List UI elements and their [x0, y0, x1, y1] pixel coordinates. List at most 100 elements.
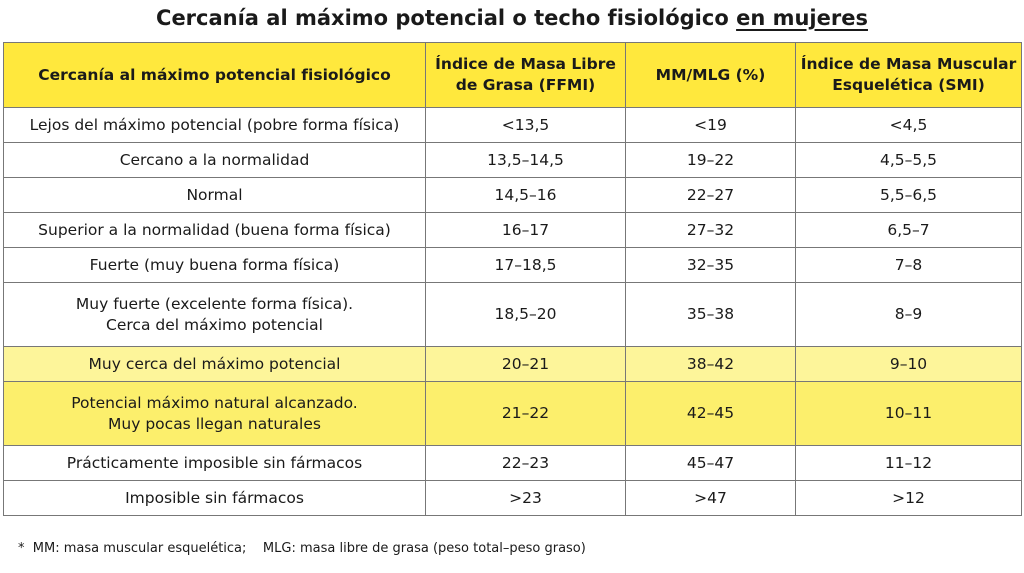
- cell-line: 21–22: [501, 404, 550, 422]
- table-row: Muy fuerte (excelente forma física). Cerc…: [3, 282, 1022, 347]
- cell-line: 17–18,5: [494, 255, 557, 274]
- table-cell: <13,5: [425, 107, 626, 143]
- cell-line: Cercanía al máximo potencial fisiológico: [38, 65, 391, 84]
- cell-line: >47: [694, 488, 727, 507]
- cell-line: <4,5: [889, 115, 928, 134]
- cell-line: 10–11: [884, 404, 933, 422]
- cell-line: 18,5–20: [494, 305, 557, 323]
- table-cell: Potencial máximo natural alcanzado. Muy p…: [3, 381, 426, 446]
- table-cell: 20–21: [425, 346, 626, 382]
- cell-line: 4,5–5,5: [879, 150, 938, 169]
- cell-line: Lejos del máximo potencial (pobre forma …: [29, 115, 400, 134]
- cell-line: Cerca del máximo potencial: [106, 315, 323, 334]
- table-cell: Muy cerca del máximo potencial: [3, 346, 426, 382]
- cell-line: >12: [892, 488, 925, 507]
- table-cell: 4,5–5,5: [795, 142, 1022, 178]
- table-cell: 7–8: [795, 247, 1022, 283]
- table-cell: Normal: [3, 177, 426, 213]
- cell-line: Superior a la normalidad (buena forma fí…: [38, 220, 391, 239]
- cell-line: Muy pocas llegan naturales: [108, 414, 321, 433]
- table-cell: 38–42: [625, 346, 796, 382]
- table-cell: 18,5–20: [425, 282, 626, 347]
- table-cell: Fuerte (muy buena forma física): [3, 247, 426, 283]
- table-cell: 35–38: [625, 282, 796, 347]
- table-cell: Imposible sin fármacos: [3, 480, 426, 516]
- cell-line: >23: [509, 488, 542, 507]
- table-row: Imposible sin fármacos >23 >47 >12: [3, 480, 1022, 516]
- header-row: Cercanía al máximo potencial fisiológico…: [3, 42, 1022, 108]
- cell-line: 13,5–14,5: [487, 150, 564, 169]
- cell-line: 9–10: [889, 354, 928, 373]
- table-cell: 14,5–16: [425, 177, 626, 213]
- cell-line: Esquelética (SMI): [832, 76, 985, 94]
- table-cell: 32–35: [625, 247, 796, 283]
- table-cell: 19–22: [625, 142, 796, 178]
- header-cell: Cercanía al máximo potencial fisiológico: [3, 42, 426, 108]
- table-cell: 9–10: [795, 346, 1022, 382]
- cell-line: 45–47: [686, 453, 735, 472]
- table-cell: Superior a la normalidad (buena forma fí…: [3, 212, 426, 248]
- cell-line: Muy fuerte (excelente forma física).: [75, 294, 354, 313]
- cell-line: Normal: [186, 185, 243, 204]
- table-row: Lejos del máximo potencial (pobre forma …: [3, 107, 1022, 143]
- cell-line: 16–17: [501, 220, 550, 239]
- cell-line: Muy cerca del máximo potencial: [88, 354, 341, 373]
- table-cell: 13,5–14,5: [425, 142, 626, 178]
- cell-line: Índice de Masa Libre: [435, 55, 616, 73]
- table-cell: 11–12: [795, 445, 1022, 481]
- table-row: Normal 14,5–16 22–27 5,5–6,5: [3, 177, 1022, 213]
- cell-line: Prácticamente imposible sin fármacos: [66, 453, 363, 472]
- cell-line: Fuerte (muy buena forma física): [89, 255, 340, 274]
- table-cell: Lejos del máximo potencial (pobre forma …: [3, 107, 426, 143]
- table-cell: >23: [425, 480, 626, 516]
- cell-line: de Grasa (FFMI): [455, 76, 596, 94]
- table-row: Superior a la normalidad (buena forma fí…: [3, 212, 1022, 248]
- cell-line: MM/MLG (%): [655, 65, 766, 84]
- header-cell: Índice de Masa Muscular Esquelética (SMI): [795, 42, 1022, 108]
- header-cell: MM/MLG (%): [625, 42, 796, 108]
- cell-line: Cercano a la normalidad: [119, 150, 310, 169]
- header-cell: Índice de Masa Libre de Grasa (FFMI): [425, 42, 626, 108]
- table-cell: 10–11: [795, 381, 1022, 446]
- table-body: Lejos del máximo potencial (pobre forma …: [3, 107, 1022, 516]
- cell-line: 38–42: [686, 354, 735, 373]
- table-cell: 45–47: [625, 445, 796, 481]
- table-row: Potencial máximo natural alcanzado. Muy p…: [3, 381, 1022, 446]
- cell-line: 19–22: [686, 150, 735, 169]
- cell-line: 6,5–7: [887, 220, 930, 239]
- cell-line: 22–23: [501, 453, 550, 472]
- table-row: Fuerte (muy buena forma física) 17–18,5 32…: [3, 247, 1022, 283]
- cell-line: 35–38: [686, 305, 735, 323]
- title: Cercanía al máximo potencial o techo fis…: [0, 6, 1024, 30]
- cell-line: <19: [694, 115, 727, 134]
- title-text: Cercanía al máximo potencial o techo fis…: [156, 6, 729, 30]
- table-cell: 42–45: [625, 381, 796, 446]
- cell-line: Imposible sin fármacos: [125, 488, 304, 507]
- table-cell: <4,5: [795, 107, 1022, 143]
- table-cell: 6,5–7: [795, 212, 1022, 248]
- table-cell: 22–27: [625, 177, 796, 213]
- table-cell: 27–32: [625, 212, 796, 248]
- cell-line: 22–27: [686, 185, 735, 204]
- table-cell: 17–18,5: [425, 247, 626, 283]
- table-cell: Cercano a la normalidad: [3, 142, 426, 178]
- table-cell: 5,5–6,5: [795, 177, 1022, 213]
- table-cell: 16–17: [425, 212, 626, 248]
- table-row: Muy cerca del máximo potencial 20–21 38–42…: [3, 346, 1022, 382]
- footnote: * MM: masa muscular esquelética; MLG: ma…: [18, 541, 586, 556]
- table-cell: 21–22: [425, 381, 626, 446]
- table-cell: >12: [795, 480, 1022, 516]
- table-row: Prácticamente imposible sin fármacos 22–2…: [3, 445, 1022, 481]
- table: Cercanía al máximo potencial fisiológico…: [3, 42, 1022, 516]
- table-cell: 8–9: [795, 282, 1022, 347]
- table-cell: Muy fuerte (excelente forma física). Cerc…: [3, 282, 426, 347]
- cell-line: 14,5–16: [494, 185, 557, 204]
- cell-line: 42–45: [686, 404, 735, 422]
- cell-line: 20–21: [501, 354, 550, 373]
- table-cell: Prácticamente imposible sin fármacos: [3, 445, 426, 481]
- cell-line: 8–9: [894, 305, 923, 323]
- cell-line: Potencial máximo natural alcanzado.: [71, 393, 358, 412]
- cell-line: 11–12: [884, 453, 933, 472]
- title-emphasis: en mujeres: [736, 6, 868, 30]
